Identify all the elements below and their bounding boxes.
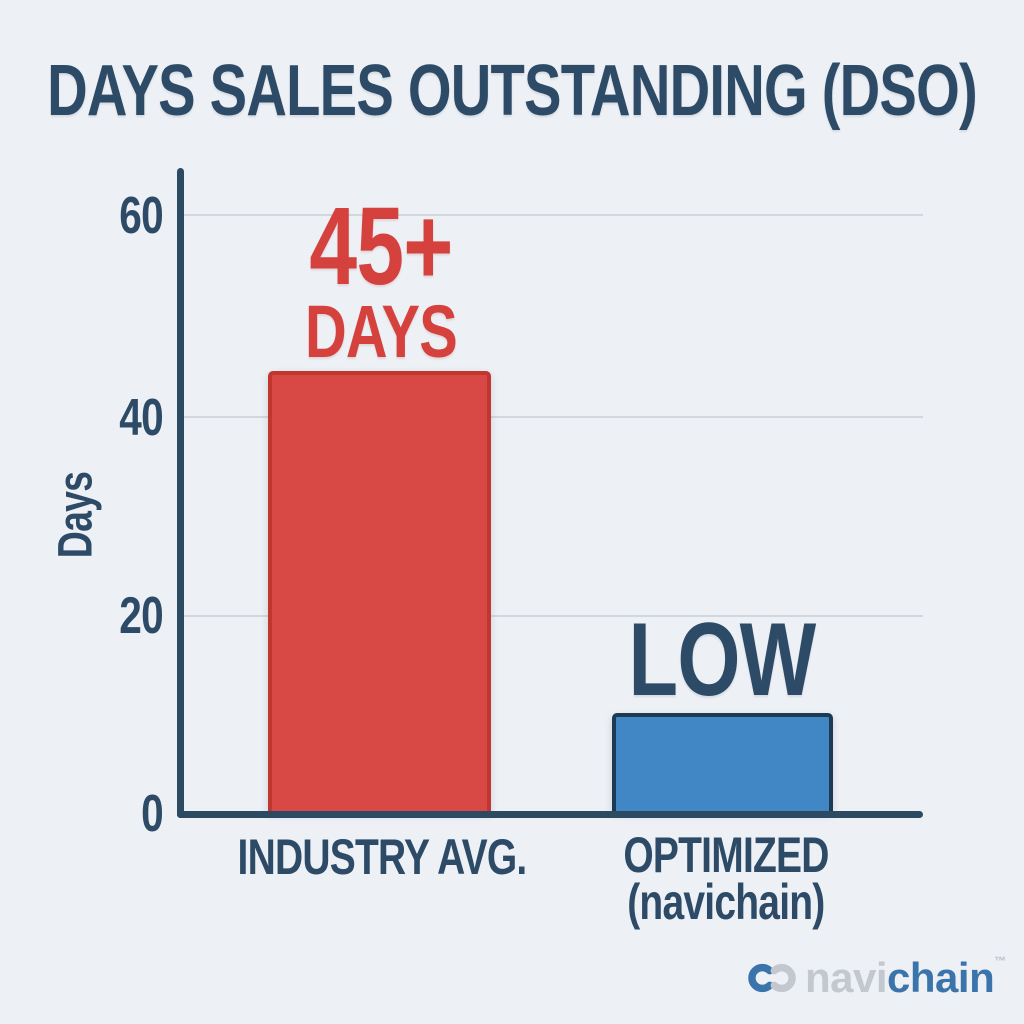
logo-text-chain: chain	[887, 954, 995, 1001]
category-label-industry-avg-text: INDUSTRY AVG.	[237, 829, 528, 885]
navichain-logo: navichain™	[746, 955, 1006, 1001]
category-label-optimized: OPTIMIZED (navichain)	[594, 827, 857, 930]
y-axis-line	[177, 168, 184, 818]
bar-annotation-industry-value-text: 45+	[309, 185, 453, 308]
gridline-20	[184, 615, 923, 617]
bar-annotation-optimized: LOW	[602, 608, 842, 712]
y-tick-20-text: 20	[119, 587, 163, 645]
gridline-40	[184, 416, 923, 418]
logo-text-navi: navi	[805, 954, 888, 1001]
y-axis-title: Days	[49, 460, 104, 571]
bar-annotation-industry-value: 45+	[289, 192, 473, 302]
gridline-60	[184, 214, 923, 216]
x-axis-line	[177, 811, 923, 818]
y-tick-60: 60	[30, 186, 163, 246]
bar-annotation-optimized-text: LOW	[628, 602, 817, 718]
y-tick-40: 40	[30, 388, 163, 448]
bar-annotation-industry-unit-text: DAYS	[305, 290, 458, 373]
category-label-optimized-line1: OPTIMIZED	[623, 827, 829, 883]
y-tick-40-text: 40	[119, 389, 163, 447]
y-axis-title-text: Days	[49, 471, 103, 559]
y-tick-0: 0	[30, 784, 164, 844]
bar-annotation-industry-unit: DAYS	[284, 295, 479, 369]
y-tick-20: 20	[30, 586, 163, 646]
category-label-industry-avg: INDUSTRY AVG.	[197, 829, 567, 885]
chart-title: DAYS SALES OUTSTANDING (DSO)	[0, 50, 1024, 132]
bar-industry-avg	[268, 371, 491, 812]
y-tick-0-text: 0	[141, 785, 164, 843]
navichain-logo-text: navichain™	[805, 954, 1006, 1001]
logo-trademark-symbol: ™	[994, 954, 1006, 968]
navichain-chain-icon	[748, 963, 796, 993]
y-tick-60-text: 60	[119, 187, 163, 245]
bar-optimized	[612, 713, 833, 812]
category-label-optimized-line2: (navichain)	[627, 874, 825, 930]
chart-title-text: DAYS SALES OUTSTANDING (DSO)	[47, 51, 978, 131]
